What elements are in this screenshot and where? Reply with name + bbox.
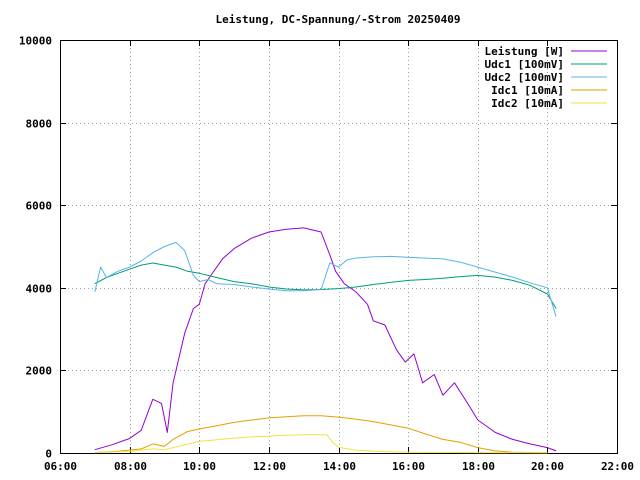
legend-label: Leistung [W] [485,45,564,58]
x-tick-label: 10:00 [183,460,216,473]
series-line-4 [94,415,548,454]
x-tick-label: 06:00 [44,460,77,473]
legend-label: Idc2 [10mA] [491,97,564,110]
y-tick-label: 2000 [26,365,53,378]
series-line-1 [94,227,557,452]
legend: Leistung [W]Udc1 [100mV]Udc2 [100mV]Idc1… [485,45,607,110]
series-line-5 [94,434,548,454]
series-line-3 [94,241,557,317]
series-line-2 [94,262,557,309]
legend-label: Idc1 [10mA] [491,84,564,97]
x-tick-label: 18:00 [462,460,495,473]
y-tick-label: 6000 [26,200,53,213]
x-tick-label: 08:00 [114,460,147,473]
y-tick-label: 8000 [26,118,53,131]
chart-title: Leistung, DC-Spannung/-Strom 20250409 [215,13,460,26]
data-series [94,227,557,454]
grid [60,40,617,453]
x-tick-label: 12:00 [253,460,286,473]
legend-label: Udc2 [100mV] [485,71,564,84]
x-tick-label: 16:00 [392,460,425,473]
y-tick-label: 10000 [19,35,52,48]
x-tick-labels: 06:00 08:00 10:00 12:00 14:00 16:00 18:00 20:00… [44,460,634,473]
y-tick-labels: 0 2000 4000 6000 8000 10000 [19,35,52,461]
x-tick-label: 22:00 [601,460,634,473]
y-tick-label: 0 [45,448,52,461]
y-tick-label: 4000 [26,283,53,296]
x-tick-label: 14:00 [323,460,356,473]
x-tick-label: 20:00 [531,460,564,473]
legend-label: Udc1 [100mV] [485,58,564,71]
